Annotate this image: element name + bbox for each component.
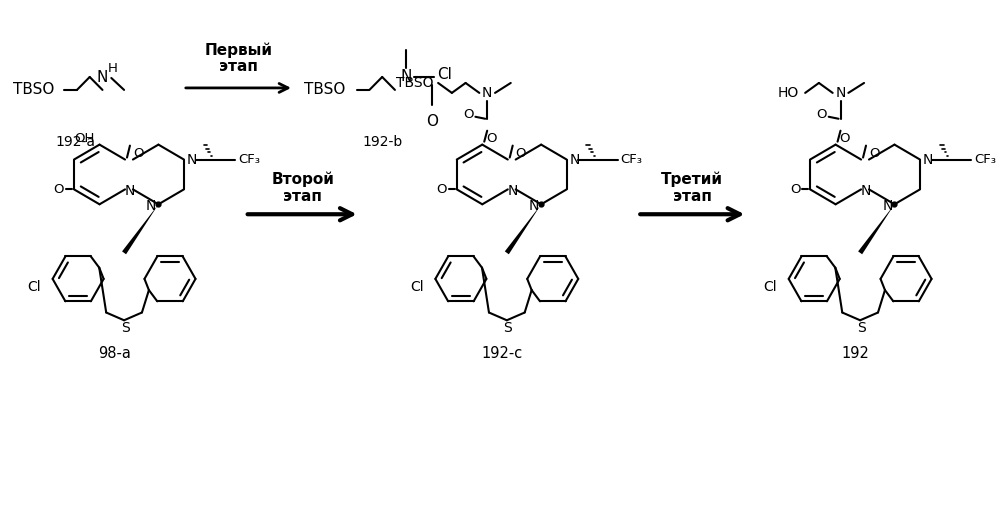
Text: CF₃: CF₃ xyxy=(620,153,642,166)
Text: N: N xyxy=(97,71,108,86)
Polygon shape xyxy=(122,204,159,254)
Text: N: N xyxy=(400,70,412,85)
Text: O: O xyxy=(133,147,144,160)
Text: Первый: Первый xyxy=(205,43,273,58)
Text: CF₃: CF₃ xyxy=(238,153,260,166)
Text: O: O xyxy=(463,108,474,121)
Text: TBSO: TBSO xyxy=(396,76,434,90)
Text: O: O xyxy=(487,132,497,145)
Text: N: N xyxy=(882,199,892,213)
Text: O: O xyxy=(437,183,447,196)
Text: O: O xyxy=(790,183,800,196)
Text: N: N xyxy=(923,153,933,167)
Text: N: N xyxy=(507,184,517,198)
Text: 192: 192 xyxy=(841,346,869,361)
Text: Cl: Cl xyxy=(438,67,452,83)
Polygon shape xyxy=(504,204,541,254)
Text: Третий: Третий xyxy=(661,172,723,187)
Text: 192-b: 192-b xyxy=(362,134,403,148)
Text: этап: этап xyxy=(673,189,711,204)
Text: N: N xyxy=(569,153,580,167)
Text: Cl: Cl xyxy=(763,280,777,294)
Text: этап: этап xyxy=(284,189,322,204)
Text: N: N xyxy=(860,184,871,198)
Text: TBSO: TBSO xyxy=(13,83,55,98)
Text: S: S xyxy=(857,321,865,335)
Text: N: N xyxy=(835,86,846,100)
Text: N: N xyxy=(187,153,197,167)
Text: O: O xyxy=(427,114,439,129)
Text: O: O xyxy=(816,108,827,121)
Text: O: O xyxy=(54,183,64,196)
Text: N: N xyxy=(528,199,539,213)
Text: TBSO: TBSO xyxy=(304,83,345,98)
Text: O: O xyxy=(839,132,850,145)
Text: OH: OH xyxy=(74,132,95,145)
Text: N: N xyxy=(146,199,157,213)
Text: HO: HO xyxy=(778,86,799,100)
Text: S: S xyxy=(121,321,130,335)
Text: Второй: Второй xyxy=(272,172,334,187)
Text: Cl: Cl xyxy=(410,280,424,294)
Text: 98-a: 98-a xyxy=(98,346,131,361)
Text: H: H xyxy=(107,62,117,75)
Text: S: S xyxy=(503,321,512,335)
Text: O: O xyxy=(515,147,526,160)
Text: N: N xyxy=(125,184,135,198)
Text: 192-c: 192-c xyxy=(482,346,522,361)
Polygon shape xyxy=(858,204,894,254)
Text: N: N xyxy=(482,86,493,100)
Text: CF₃: CF₃ xyxy=(974,153,996,166)
Text: Cl: Cl xyxy=(27,280,41,294)
Text: O: O xyxy=(869,147,879,160)
Text: 192-a: 192-a xyxy=(55,134,95,148)
Text: этап: этап xyxy=(220,59,259,74)
